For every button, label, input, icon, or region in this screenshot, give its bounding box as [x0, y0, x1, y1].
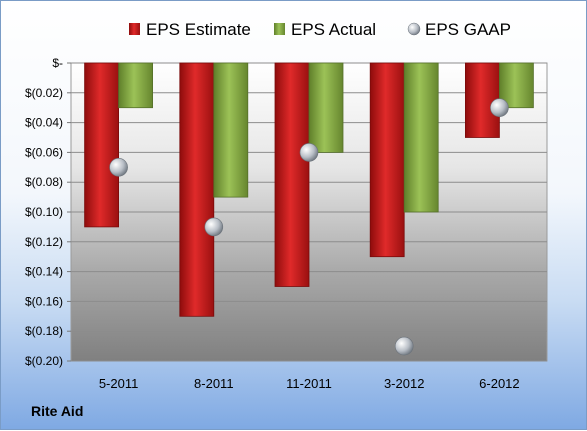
legend-swatch	[274, 23, 285, 35]
y-tick-label: $(0.08)	[25, 175, 63, 189]
legend: EPS Estimate EPS Actual EPS GAAP	[129, 20, 511, 39]
legend-label: EPS Estimate	[146, 20, 251, 39]
x-category-label: 6-2012	[479, 376, 519, 391]
legend-label: EPS Actual	[291, 20, 376, 39]
x-category-label: 3-2012	[384, 376, 424, 391]
bubble-eps-gaap	[299, 143, 319, 162]
y-tick-label: $(0.06)	[25, 145, 63, 159]
bubble-eps-gaap	[490, 98, 509, 117]
x-category-label: 8-2011	[194, 376, 234, 391]
bubble-eps-gaap	[394, 336, 414, 356]
y-tick-label: $(0.20)	[25, 354, 63, 368]
bar-eps-actual	[213, 62, 249, 198]
bar-eps-actual	[403, 62, 439, 213]
y-tick-label: $(0.02)	[25, 86, 63, 100]
y-tick-label: $(0.04)	[25, 116, 63, 130]
bubble-eps-gaap	[204, 217, 224, 237]
y-tick-label: $(0.18)	[25, 324, 63, 338]
bar-eps-actual	[498, 62, 534, 109]
company-label: Rite Aid	[31, 403, 83, 419]
bar-eps-actual	[118, 62, 153, 109]
legend-swatch	[407, 22, 421, 36]
y-tick-label: $(0.12)	[25, 235, 63, 249]
bar-eps-estimate	[369, 62, 405, 258]
x-category-label: 11-2011	[286, 376, 332, 391]
gaap-bubbles	[109, 98, 509, 356]
y-tick-label: $(0.14)	[25, 265, 63, 279]
bar-eps-actual	[308, 62, 344, 153]
bar-eps-estimate	[179, 62, 215, 317]
legend-label: EPS GAAP	[425, 20, 511, 39]
bubble-eps-gaap	[109, 158, 128, 177]
legend-swatch	[129, 23, 140, 35]
y-axis-ticks: $- $(0.02) $(0.04) $(0.06) $(0.08) $(0.10) $(0…	[25, 56, 71, 368]
y-tick-label: $(0.16)	[25, 294, 63, 308]
bar-eps-estimate	[464, 62, 500, 138]
bars	[84, 62, 534, 317]
y-tick-label: $(0.10)	[25, 205, 63, 219]
bar-eps-estimate	[84, 62, 119, 228]
x-category-label: 5-2011	[99, 376, 139, 391]
x-axis-categories: 5-2011 8-2011 11-2011 3-2012 6-2012	[99, 376, 520, 391]
bar-eps-estimate	[274, 62, 310, 287]
y-tick-label: $-	[52, 56, 63, 70]
